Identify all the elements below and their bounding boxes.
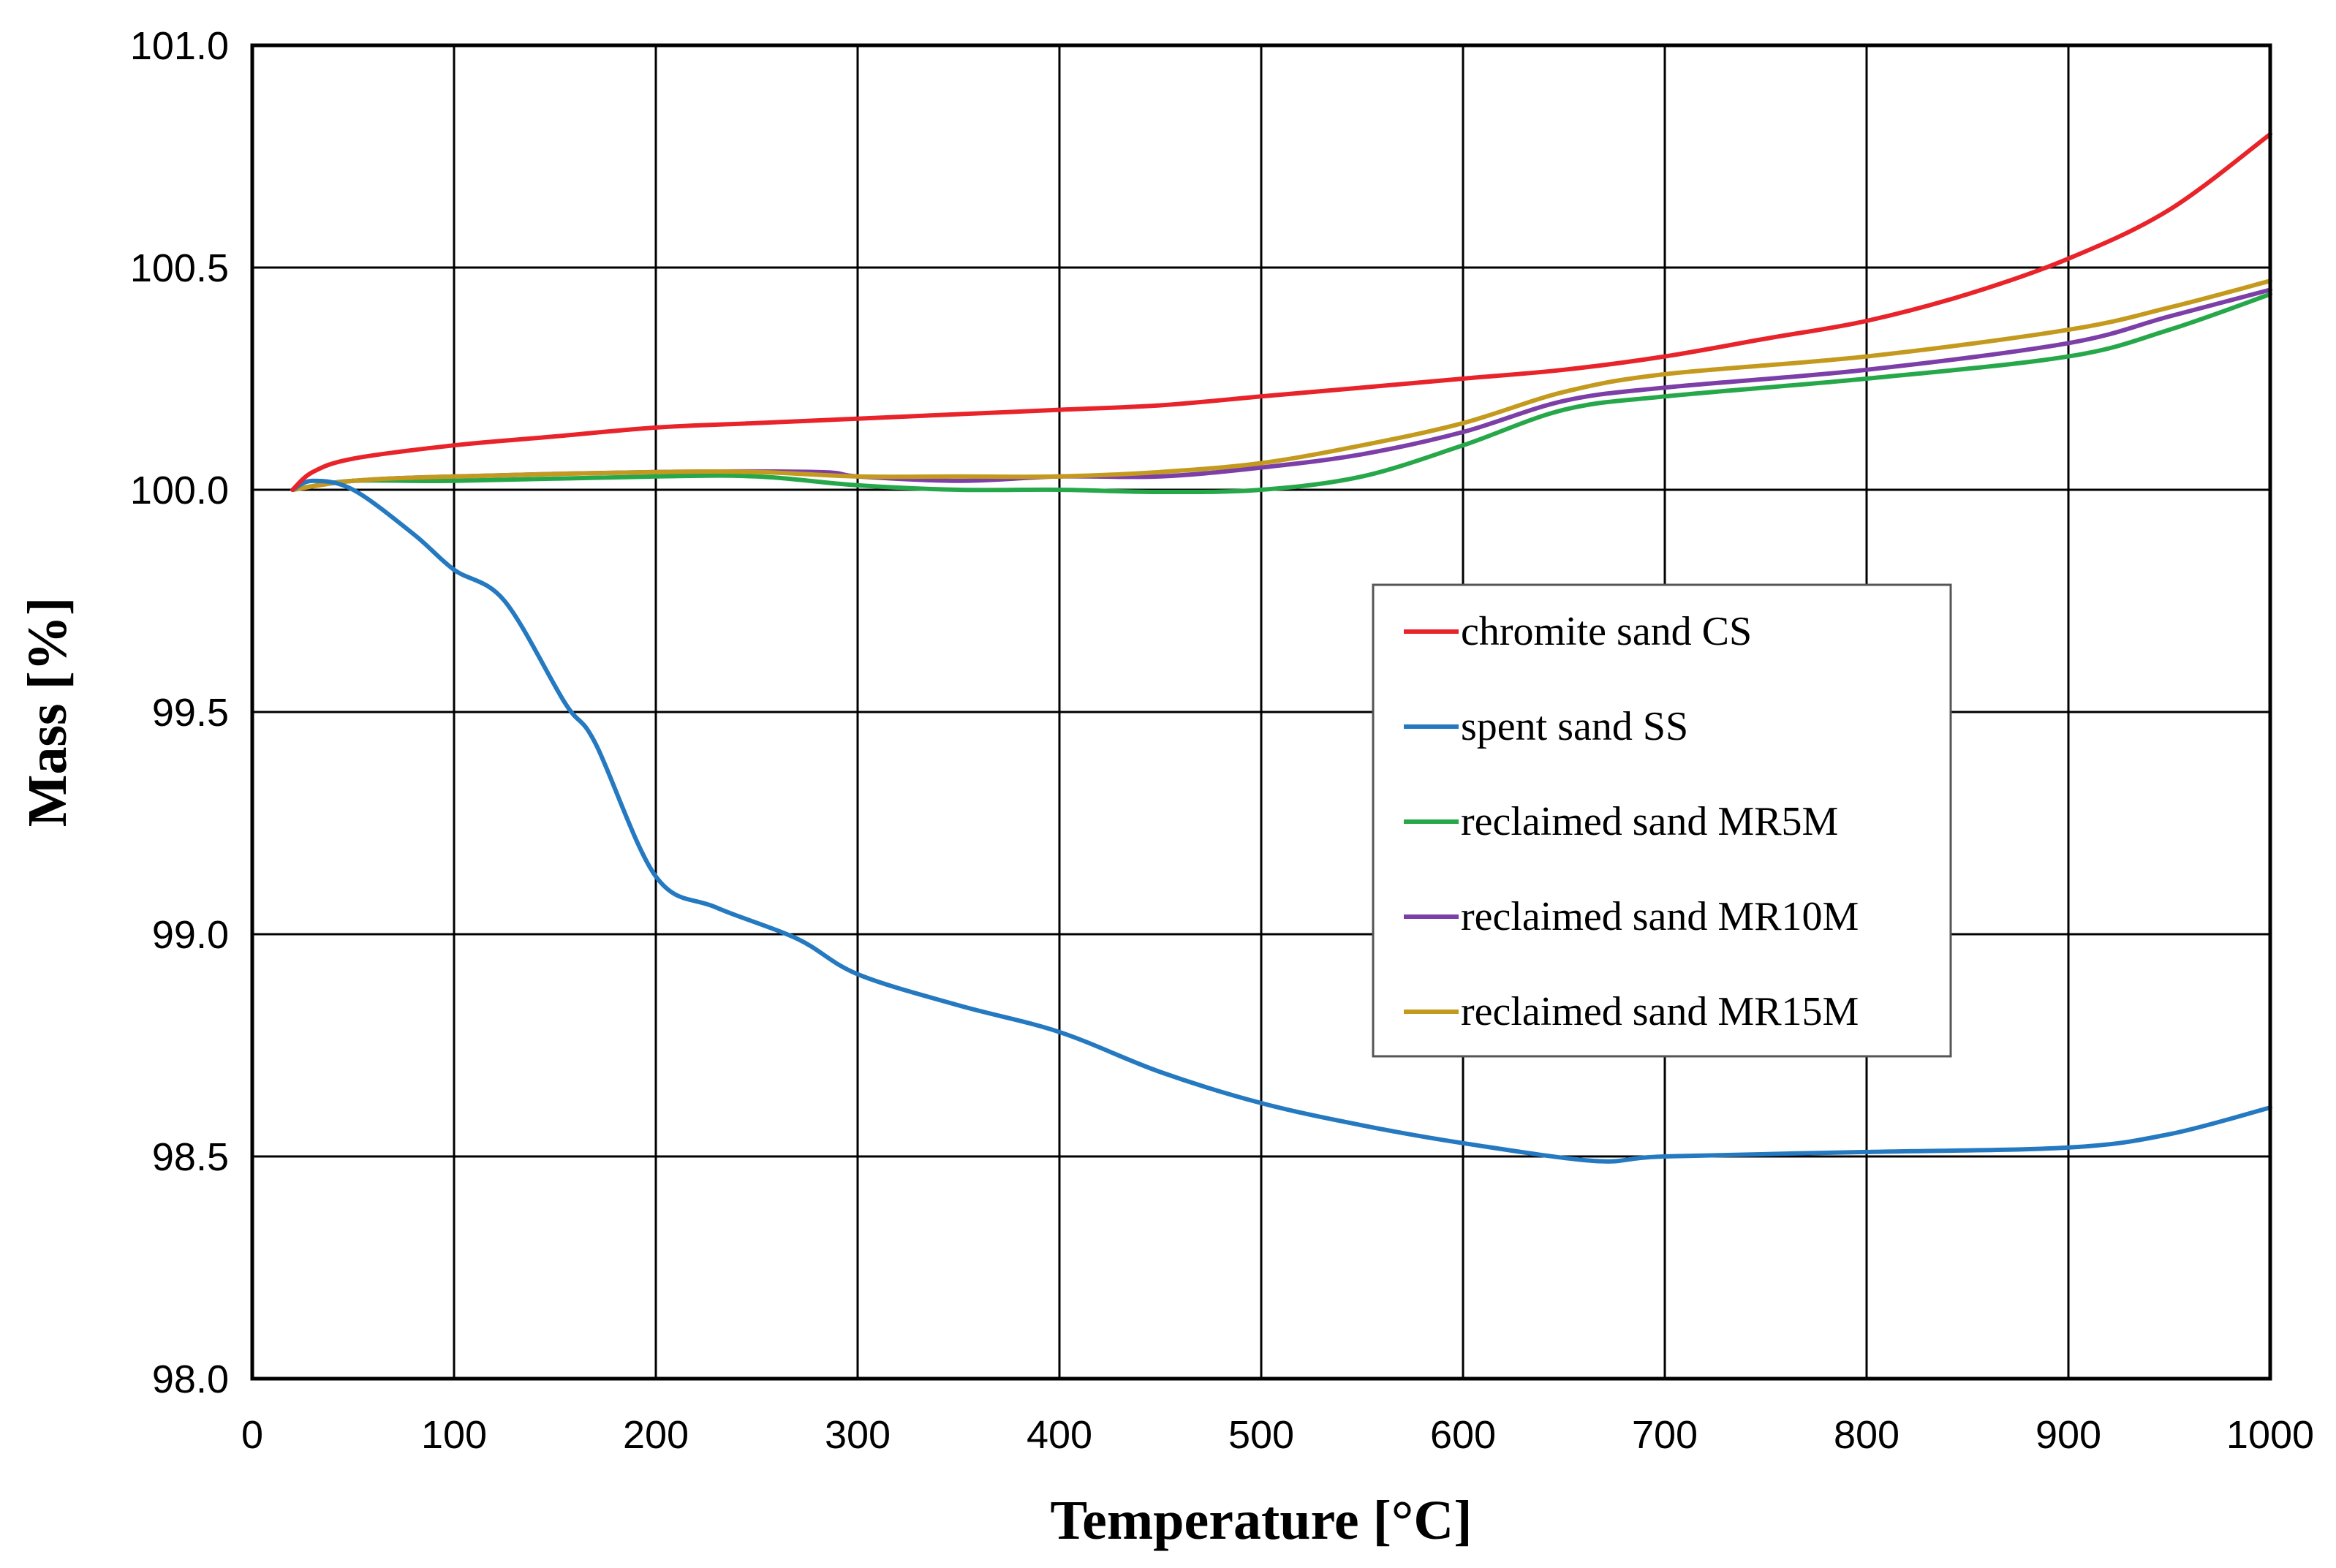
- series-line-reclaimed-sand-mr15m: [290, 279, 2272, 492]
- series-line-reclaimed-sand-mr5m: [290, 292, 2272, 495]
- x-tick-label: 500: [1228, 1413, 1294, 1457]
- y-tick-label: 98.5: [152, 1135, 229, 1179]
- legend: chromite sand CS spent sand SS reclaimed s…: [1372, 583, 1952, 1058]
- x-tick-label: 400: [1027, 1413, 1092, 1457]
- x-tick-label: 700: [1632, 1413, 1698, 1457]
- y-tick-label: 100.5: [130, 246, 229, 290]
- x-tick-label: 300: [825, 1413, 891, 1457]
- y-axis-ticks: 98.0 98.5 99.0 99.5 100.0 100.5 101.0: [130, 24, 229, 1401]
- x-axis-title: Temperature [°C]: [1050, 1490, 1472, 1551]
- legend-label: spent sand SS: [1461, 704, 1688, 749]
- x-tick-label: 800: [1834, 1413, 1900, 1457]
- y-tick-label: 99.5: [152, 691, 229, 735]
- x-tick-label: 1000: [2226, 1413, 2314, 1457]
- series-line-chromite-sand-cs: [290, 132, 2272, 492]
- y-tick-label: 100.0: [130, 469, 229, 512]
- grid-lines: [252, 45, 2270, 1379]
- y-tick-label: 101.0: [130, 24, 229, 68]
- legend-items: chromite sand CS spent sand SS reclaimed s…: [1404, 609, 1859, 1034]
- y-tick-label: 98.0: [152, 1357, 229, 1401]
- legend-label: reclaimed sand MR15M: [1461, 989, 1859, 1034]
- legend-label: reclaimed sand MR10M: [1461, 894, 1859, 939]
- x-axis-ticks: 0 100 200 300 400 500 600 700 800 900 1000: [241, 1413, 2314, 1457]
- x-tick-label: 900: [2036, 1413, 2101, 1457]
- series-line-spent-sand-ss: [290, 478, 2272, 1164]
- series-lines: [290, 132, 2272, 1164]
- legend-box: [1372, 583, 1952, 1058]
- plot-area-border: [250, 43, 2272, 1381]
- y-tick-label: 99.0: [152, 913, 229, 957]
- y-axis-title: Mass [%]: [17, 597, 78, 827]
- x-tick-label: 200: [623, 1413, 689, 1457]
- legend-label: reclaimed sand MR5M: [1461, 799, 1838, 844]
- x-tick-label: 100: [421, 1413, 487, 1457]
- legend-label: chromite sand CS: [1461, 609, 1752, 654]
- x-tick-label: 0: [241, 1413, 263, 1457]
- x-tick-label: 600: [1430, 1413, 1496, 1457]
